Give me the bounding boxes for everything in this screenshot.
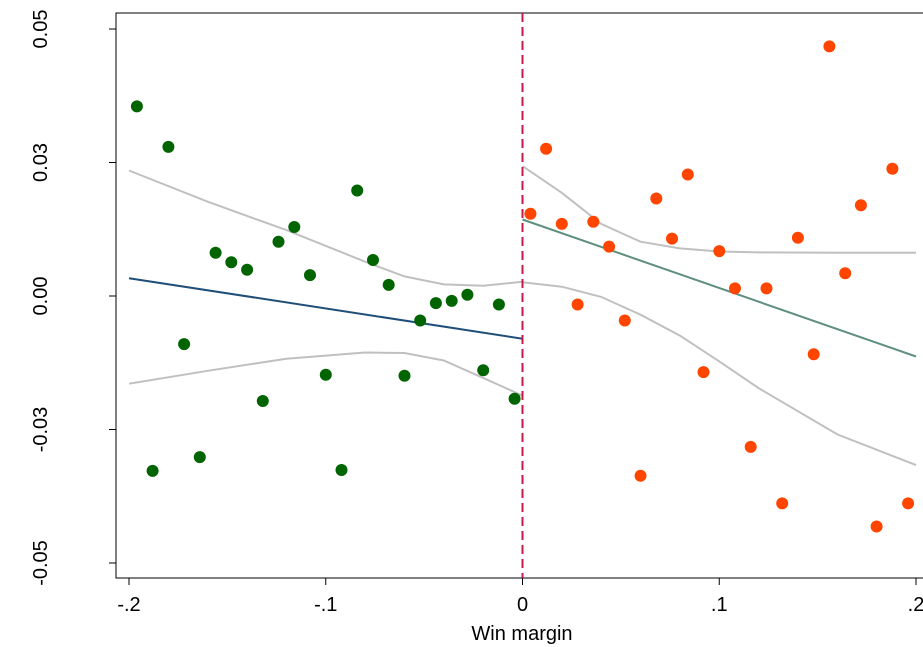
data-point-left — [272, 235, 285, 248]
data-point-right — [666, 232, 678, 245]
data-point-left — [178, 338, 191, 351]
ci-lower-right — [522, 281, 917, 467]
fit-line-right — [522, 218, 917, 358]
data-point-right — [571, 298, 584, 311]
data-point-left — [351, 184, 364, 197]
data-point-right — [650, 192, 663, 205]
data-point-left — [382, 278, 395, 291]
x-tick-label: .1 — [711, 594, 728, 616]
data-point-left — [461, 288, 474, 301]
data-point-left — [304, 269, 316, 282]
data-point-right — [618, 314, 631, 327]
data-point-right — [760, 282, 773, 295]
ci-upper-left — [128, 169, 523, 287]
data-point-right — [524, 207, 537, 220]
y-tick-label: 0.00 — [30, 277, 52, 316]
data-point-left — [319, 368, 332, 381]
data-point-left — [162, 140, 175, 153]
x-tick-label: -.2 — [117, 594, 140, 616]
data-point-left — [146, 464, 159, 477]
data-point-right — [839, 267, 852, 280]
data-point-right — [697, 366, 710, 379]
data-point-right — [681, 168, 694, 181]
ci-upper-right — [521, 165, 916, 254]
data-point-left — [209, 246, 222, 259]
x-axis-title: Win margin — [471, 623, 572, 645]
data-point-right — [540, 142, 553, 155]
data-point-left — [414, 314, 427, 327]
axes-layer: -.2 -.1 0 .1 .2 -0.05 -0.03 0.00 0.03 0.05 — [30, 10, 923, 616]
data-points-layer — [130, 40, 915, 533]
fit-lines-layer — [128, 218, 917, 358]
data-point-left — [193, 451, 206, 464]
data-point-right — [729, 282, 741, 295]
confidence-bands-layer — [128, 165, 917, 467]
data-point-left — [335, 464, 348, 476]
data-point-left — [288, 221, 301, 233]
data-point-left — [429, 297, 442, 310]
x-tick-label: -.1 — [314, 594, 337, 616]
data-point-right — [713, 245, 726, 258]
data-point-right — [791, 231, 804, 244]
data-point-left — [241, 263, 254, 276]
data-point-left — [256, 395, 269, 407]
data-point-right — [823, 40, 836, 53]
data-point-left — [225, 256, 238, 269]
data-point-right — [807, 348, 820, 361]
data-point-right — [776, 497, 789, 510]
data-point-left — [508, 392, 521, 405]
y-tick-label: 0.03 — [30, 143, 52, 182]
ci-lower-left — [128, 351, 523, 397]
data-point-right — [603, 240, 616, 253]
data-point-left — [398, 369, 411, 382]
x-tick-label: 0 — [517, 594, 528, 616]
data-point-right — [902, 497, 915, 510]
data-point-right — [744, 440, 757, 453]
data-point-right — [555, 217, 568, 230]
data-point-right — [854, 199, 867, 212]
y-tick-label: -0.03 — [30, 407, 52, 453]
y-tick-label: 0.05 — [30, 10, 52, 49]
y-tick-label: -0.05 — [30, 540, 52, 586]
data-point-right — [886, 162, 899, 175]
data-point-left — [477, 364, 490, 377]
data-point-left — [492, 298, 505, 311]
data-point-right — [587, 215, 600, 228]
data-point-left — [445, 294, 458, 307]
x-tick-label: .2 — [908, 594, 923, 616]
data-point-right — [634, 469, 647, 482]
fit-line-left — [128, 277, 523, 340]
data-point-right — [870, 520, 883, 533]
data-point-left — [367, 254, 379, 266]
data-point-left — [130, 100, 143, 113]
